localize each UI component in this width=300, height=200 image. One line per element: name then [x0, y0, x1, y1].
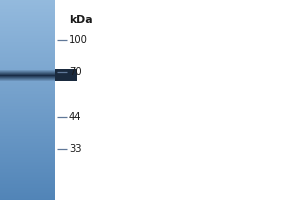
Bar: [55, 69, 77, 81]
Text: kDa: kDa: [69, 15, 93, 25]
Text: 44: 44: [69, 112, 82, 122]
Text: 33: 33: [69, 144, 82, 154]
Text: 100: 100: [69, 35, 88, 45]
Text: 70: 70: [69, 67, 82, 77]
